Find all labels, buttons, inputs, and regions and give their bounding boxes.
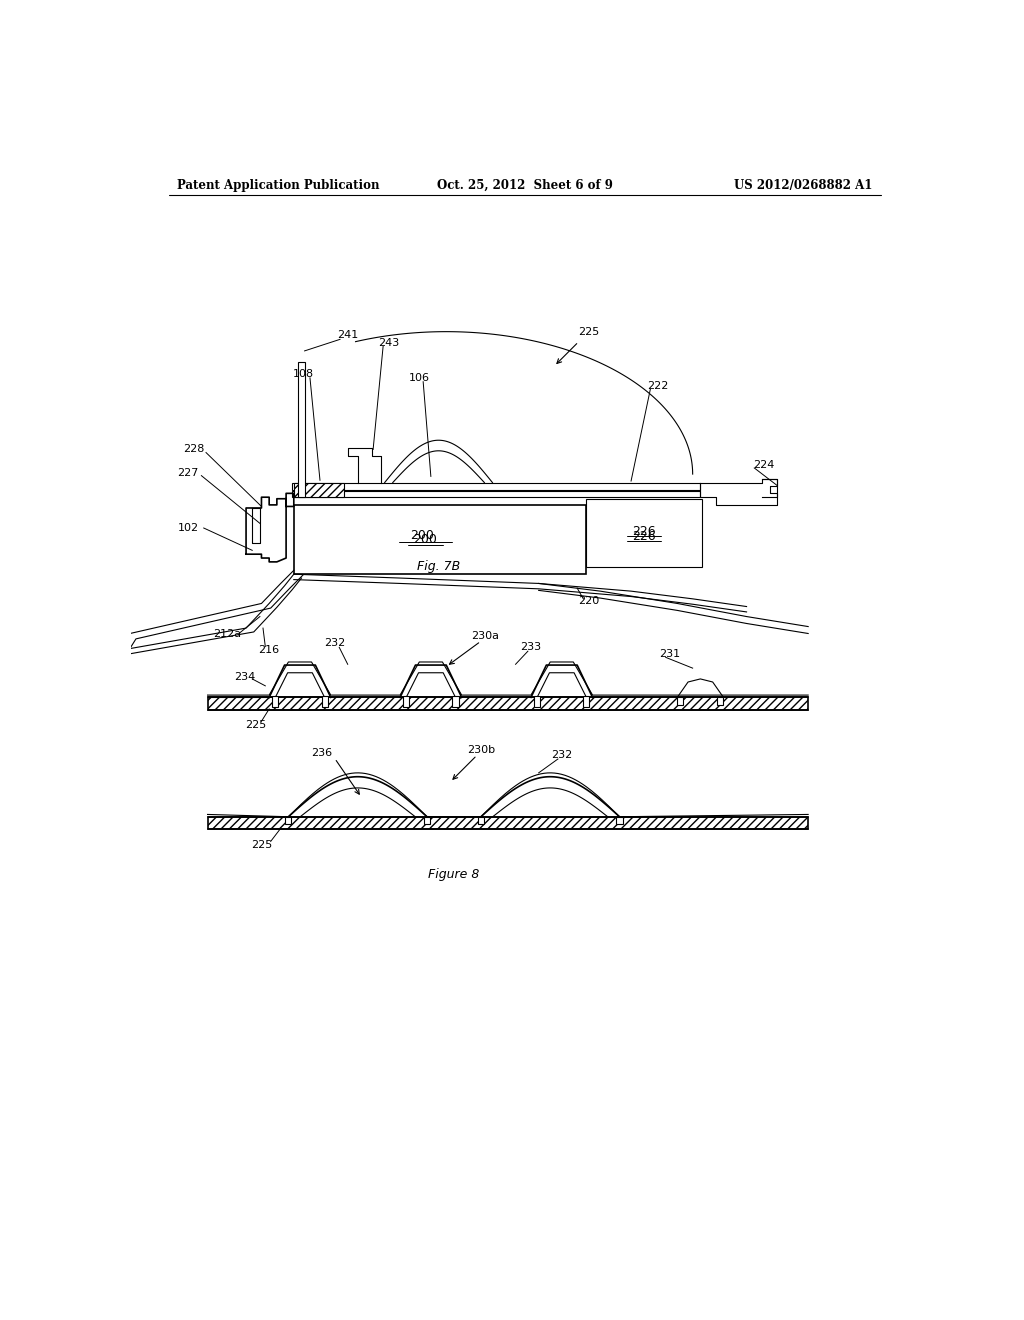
Text: 230a: 230a [471, 631, 499, 640]
Bar [292, 483, 700, 490]
Text: 230b: 230b [467, 744, 495, 755]
Text: 108: 108 [293, 370, 314, 379]
Text: 212a: 212a [213, 630, 241, 639]
Text: Patent Application Publication: Patent Application Publication [177, 178, 379, 191]
Bar [294, 506, 587, 574]
Bar [424, 817, 430, 825]
Text: Oct. 25, 2012  Sheet 6 of 9: Oct. 25, 2012 Sheet 6 of 9 [437, 178, 612, 191]
Text: 225: 225 [245, 721, 266, 730]
Bar [298, 363, 304, 498]
Text: 231: 231 [659, 649, 680, 659]
Text: 200: 200 [410, 529, 433, 543]
Bar [616, 817, 623, 825]
Text: 220: 220 [579, 597, 599, 606]
Bar [587, 499, 701, 566]
Bar [677, 697, 683, 705]
Bar [208, 697, 808, 710]
Bar [208, 817, 808, 829]
Text: 234: 234 [233, 672, 255, 681]
Bar [478, 817, 484, 825]
Bar [717, 697, 724, 705]
Text: 225: 225 [251, 841, 272, 850]
Bar [584, 696, 590, 706]
Text: Figure 8: Figure 8 [428, 869, 479, 880]
Text: 232: 232 [324, 639, 345, 648]
Text: 225: 225 [579, 326, 599, 337]
Text: Fig. 7B: Fig. 7B [417, 560, 460, 573]
Text: 228: 228 [183, 445, 205, 454]
Bar [403, 696, 410, 706]
Bar [286, 817, 292, 825]
Text: 102: 102 [178, 523, 199, 533]
Text: 241: 241 [337, 330, 358, 341]
Text: 200: 200 [414, 533, 437, 546]
Text: 224: 224 [753, 459, 774, 470]
Bar [535, 696, 541, 706]
Bar [272, 696, 279, 706]
Text: 222: 222 [647, 380, 669, 391]
Text: 243: 243 [378, 338, 399, 348]
Text: 216: 216 [259, 644, 280, 655]
Text: 106: 106 [409, 372, 430, 383]
Bar [453, 696, 459, 706]
Bar [322, 696, 328, 706]
Text: 236: 236 [311, 748, 332, 758]
Text: 233: 233 [520, 643, 542, 652]
Text: US 2012/0268882 A1: US 2012/0268882 A1 [734, 178, 872, 191]
Text: 226: 226 [633, 529, 656, 543]
Text: 227: 227 [177, 467, 199, 478]
Text: 226: 226 [633, 524, 656, 537]
Text: 232: 232 [551, 750, 572, 760]
Bar [294, 483, 344, 498]
Bar [292, 491, 700, 498]
